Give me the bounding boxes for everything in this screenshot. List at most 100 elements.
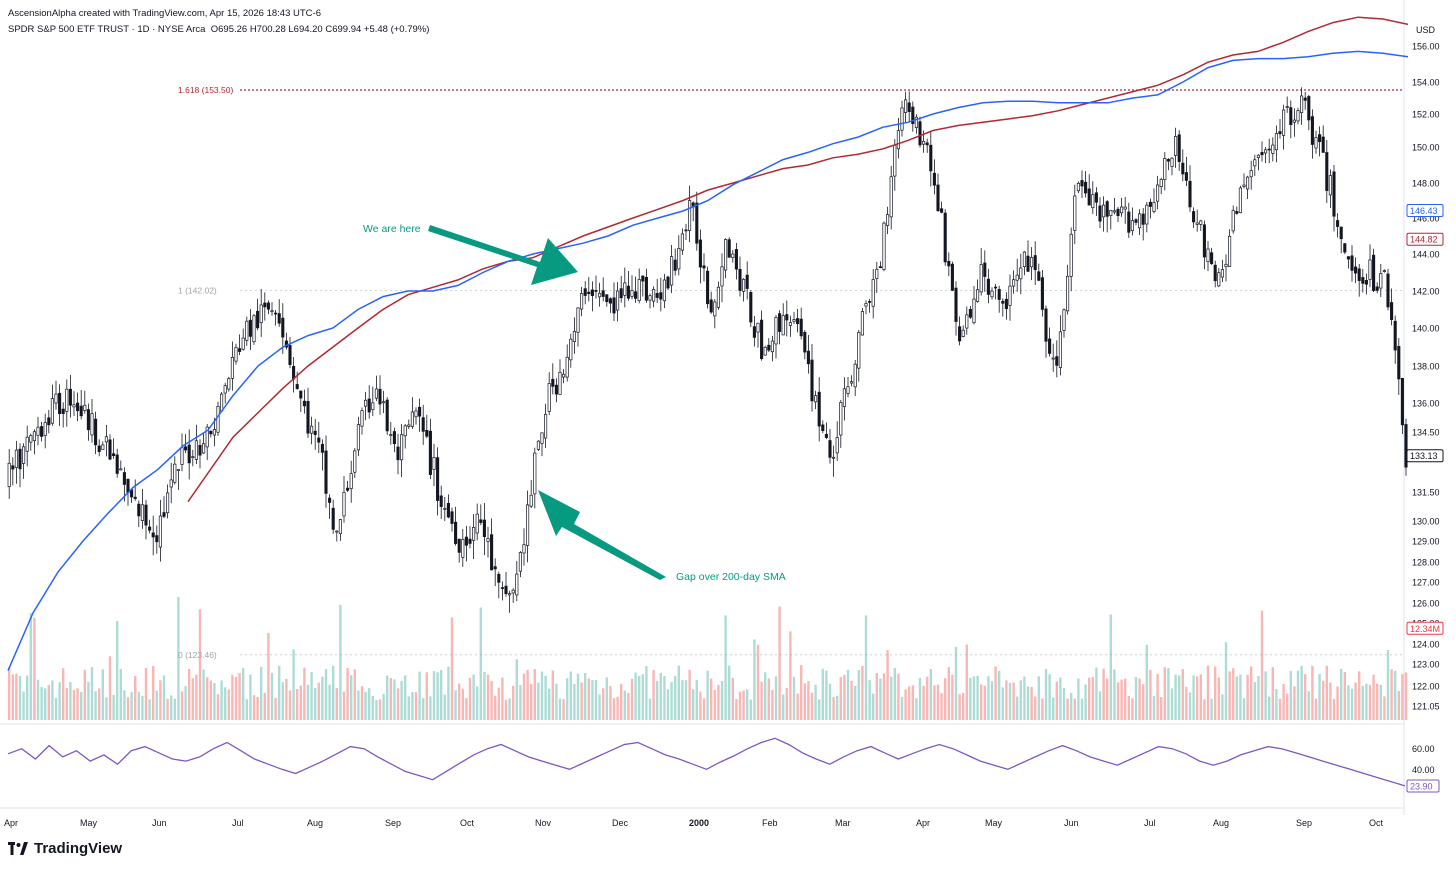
candle-body <box>396 446 400 461</box>
candle-body <box>670 256 674 286</box>
volume-bar <box>1091 676 1094 720</box>
volume-bar <box>1289 670 1292 720</box>
price-badge-label: 144.82 <box>1410 235 1438 245</box>
fib-label: 0 (123.46) <box>178 650 217 660</box>
candle-body <box>277 313 281 324</box>
volume-bar <box>972 676 976 720</box>
candle-body <box>223 385 227 394</box>
volume-bar <box>350 675 353 720</box>
candle-body <box>1001 300 1005 304</box>
candle-body <box>1314 137 1318 149</box>
candle-body <box>1188 180 1192 208</box>
candle-body <box>425 429 429 437</box>
volume-bar <box>1005 680 1008 720</box>
candle-body <box>594 290 598 292</box>
candle-body <box>706 270 710 305</box>
candle-body <box>896 130 900 150</box>
tradingview-logo[interactable]: TradingView <box>8 840 122 857</box>
volume-bar <box>861 665 864 720</box>
candle-body <box>90 413 94 436</box>
candle-body <box>1224 263 1228 267</box>
volume-bar <box>411 692 414 720</box>
volume-bar <box>314 687 317 720</box>
candle-body <box>688 200 692 231</box>
candle-body <box>673 259 677 271</box>
volume-bar <box>328 684 331 720</box>
candle-body <box>893 144 897 177</box>
candle-body <box>58 392 62 414</box>
volume-bar <box>162 675 166 720</box>
candle-body <box>1343 243 1347 253</box>
candle-body <box>1166 159 1170 162</box>
candle-body <box>43 422 47 436</box>
candle-body <box>464 536 468 546</box>
volume-bar <box>278 665 281 720</box>
candle-body <box>1379 273 1383 289</box>
volume-bar <box>706 670 709 720</box>
price-badge: 133.13 <box>1406 449 1444 463</box>
x-tick-label: May <box>80 818 98 828</box>
candle-body <box>875 268 879 279</box>
candle-body <box>698 239 702 268</box>
volume-bar <box>789 631 792 720</box>
candle-body <box>86 409 90 431</box>
volume-bar <box>54 697 58 720</box>
candle-body <box>1026 255 1030 272</box>
volume-bar <box>1365 683 1368 720</box>
candle-body <box>144 504 148 526</box>
volume-bar <box>702 698 706 720</box>
candle-body <box>1134 219 1138 223</box>
candle-body <box>716 286 720 308</box>
volume-bar <box>987 676 990 720</box>
volume-bar <box>800 665 803 720</box>
volume-bar <box>202 669 205 720</box>
volume-bar <box>1142 684 1145 720</box>
volume-bar <box>440 669 443 720</box>
candle-body <box>954 287 958 322</box>
volume-bar <box>296 688 299 720</box>
volume-bar <box>612 698 616 720</box>
candle-body <box>432 457 436 470</box>
volume-bar <box>260 666 263 720</box>
candle-body <box>1390 302 1394 321</box>
volume-bar <box>555 683 558 720</box>
volume-bar <box>1181 669 1184 720</box>
candle-body <box>626 285 630 299</box>
candle-body <box>482 519 486 538</box>
symbol-name[interactable]: SPDR S&P 500 ETF TRUST · 1D · NYSE Arca <box>8 24 206 35</box>
candle-body <box>378 388 382 405</box>
candle-body <box>454 521 458 544</box>
volume-bar <box>951 674 954 720</box>
annotation-arrow-1 <box>428 225 578 285</box>
volume-bar <box>1300 665 1303 720</box>
candle-body <box>1303 97 1307 101</box>
volume-bar <box>839 677 842 720</box>
volume-bar <box>1095 667 1098 720</box>
volume-bar <box>130 691 133 720</box>
candle-body <box>374 388 378 399</box>
candle-body <box>1141 213 1145 225</box>
candle-body <box>83 404 87 411</box>
candle-body <box>842 388 846 407</box>
candle-body <box>968 308 972 318</box>
volume-bar <box>116 620 119 720</box>
volume-bar <box>558 698 562 720</box>
candle-body <box>850 381 854 384</box>
x-tick-label: Apr <box>916 818 930 828</box>
candle-body <box>936 184 940 212</box>
volume-bar <box>1368 684 1372 720</box>
volume-bar <box>778 606 781 720</box>
volume-bar <box>749 699 752 720</box>
candle-body <box>990 290 994 298</box>
volume-bar <box>429 696 432 720</box>
candle-body <box>367 398 371 413</box>
candle-body <box>475 513 479 534</box>
x-tick-label: Apr <box>4 818 18 828</box>
volume-bar <box>1354 682 1357 720</box>
price-badge-label: 146.43 <box>1410 206 1438 216</box>
candle-body <box>511 589 515 594</box>
volume-bar <box>242 668 245 720</box>
volume-bar <box>231 674 234 720</box>
volume-bar <box>310 671 313 720</box>
